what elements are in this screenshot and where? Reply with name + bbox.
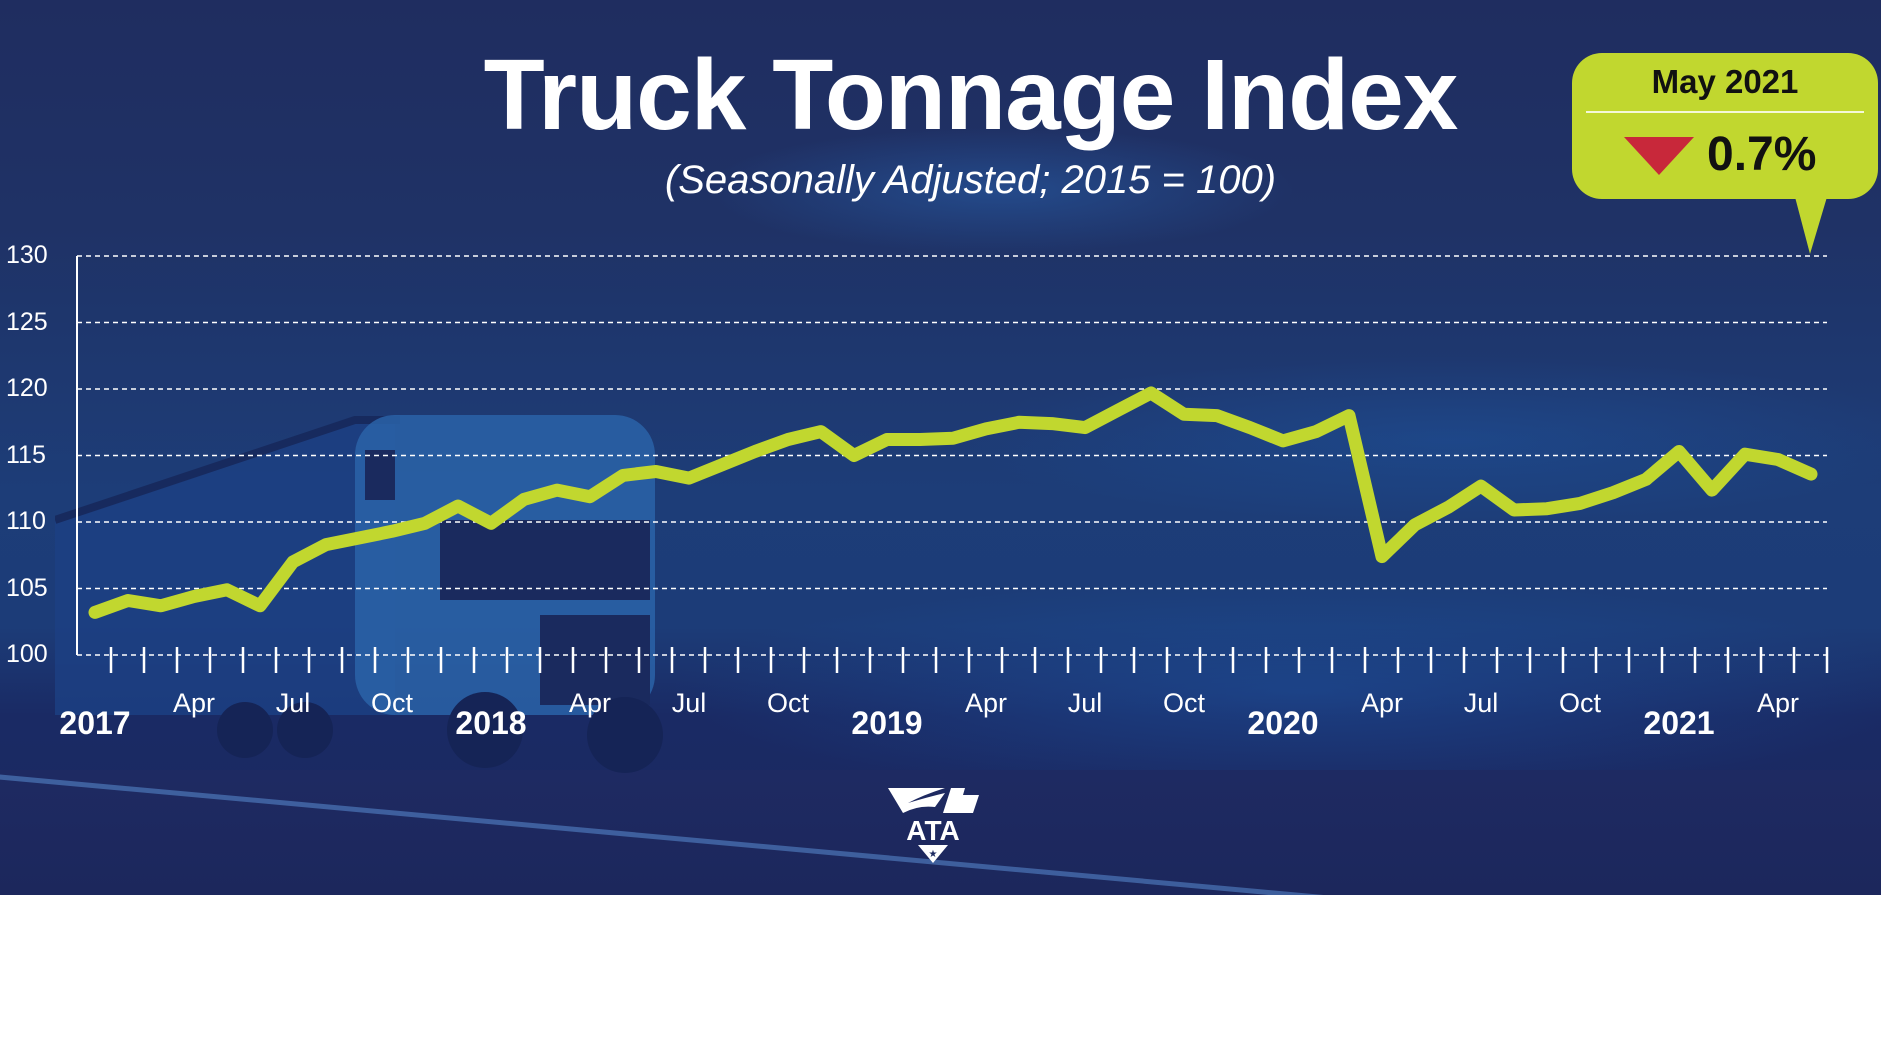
callout-change: 0.7% xyxy=(1707,128,1817,181)
ata-logo-icon: ATA ★ xyxy=(888,788,979,863)
x-month-label: Apr xyxy=(568,688,612,718)
x-month-label: Jul xyxy=(671,688,707,718)
x-month-label: Jul xyxy=(275,688,311,718)
x-year-label: 2018 xyxy=(455,705,527,741)
x-year-label: 2021 xyxy=(1643,705,1715,741)
svg-text:ATA: ATA xyxy=(906,815,959,846)
x-year-label: 2019 xyxy=(851,705,923,741)
x-month-label: Apr xyxy=(964,688,1008,718)
road-background xyxy=(0,770,1881,895)
x-month-label: Apr xyxy=(1756,688,1800,718)
callout-period: May 2021 xyxy=(1651,63,1799,100)
y-tick-label: 100 xyxy=(6,640,48,668)
down-triangle-icon xyxy=(1624,137,1694,175)
x-month-label: Oct xyxy=(370,688,413,718)
chart-title: Truck Tonnage Index xyxy=(483,39,1459,151)
y-tick-label: 105 xyxy=(6,573,48,602)
x-month-label: Jul xyxy=(1463,688,1499,718)
x-month-label: Oct xyxy=(1162,688,1205,718)
x-month-label: Oct xyxy=(1558,688,1601,718)
callout-box: May 2021 0.7% xyxy=(1572,53,1878,199)
x-year-label: 2017 xyxy=(59,705,131,741)
chart-banner: Truck Tonnage Index (Seasonally Adjusted… xyxy=(0,0,1881,895)
x-month-label: Apr xyxy=(1360,688,1404,718)
x-month-label: Apr xyxy=(172,688,216,718)
y-tick-label: 130 xyxy=(6,241,48,269)
line-chart xyxy=(88,386,1818,673)
x-month-label: Jul xyxy=(1067,688,1103,718)
x-year-label: 2020 xyxy=(1247,705,1319,741)
y-tick-label: 115 xyxy=(6,440,46,469)
callout-divider xyxy=(1586,111,1864,113)
y-tick-label: 125 xyxy=(6,307,48,336)
y-tick-label: 120 xyxy=(6,374,48,402)
y-tick-label: 110 xyxy=(6,507,46,535)
chart-subtitle: (Seasonally Adjusted; 2015 = 100) xyxy=(664,158,1277,202)
x-month-label: Oct xyxy=(766,688,809,718)
tonnage-index-line xyxy=(88,386,1818,619)
svg-text:★: ★ xyxy=(929,849,938,860)
